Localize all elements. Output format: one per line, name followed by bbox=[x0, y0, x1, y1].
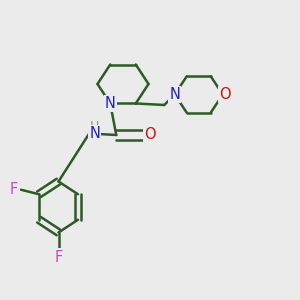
Text: O: O bbox=[219, 87, 231, 102]
Text: F: F bbox=[9, 182, 18, 197]
Text: H: H bbox=[90, 120, 99, 134]
Text: N: N bbox=[105, 96, 116, 111]
Text: F: F bbox=[54, 250, 63, 265]
Text: N: N bbox=[169, 87, 180, 102]
Text: O: O bbox=[144, 128, 156, 142]
Text: N: N bbox=[89, 126, 100, 141]
